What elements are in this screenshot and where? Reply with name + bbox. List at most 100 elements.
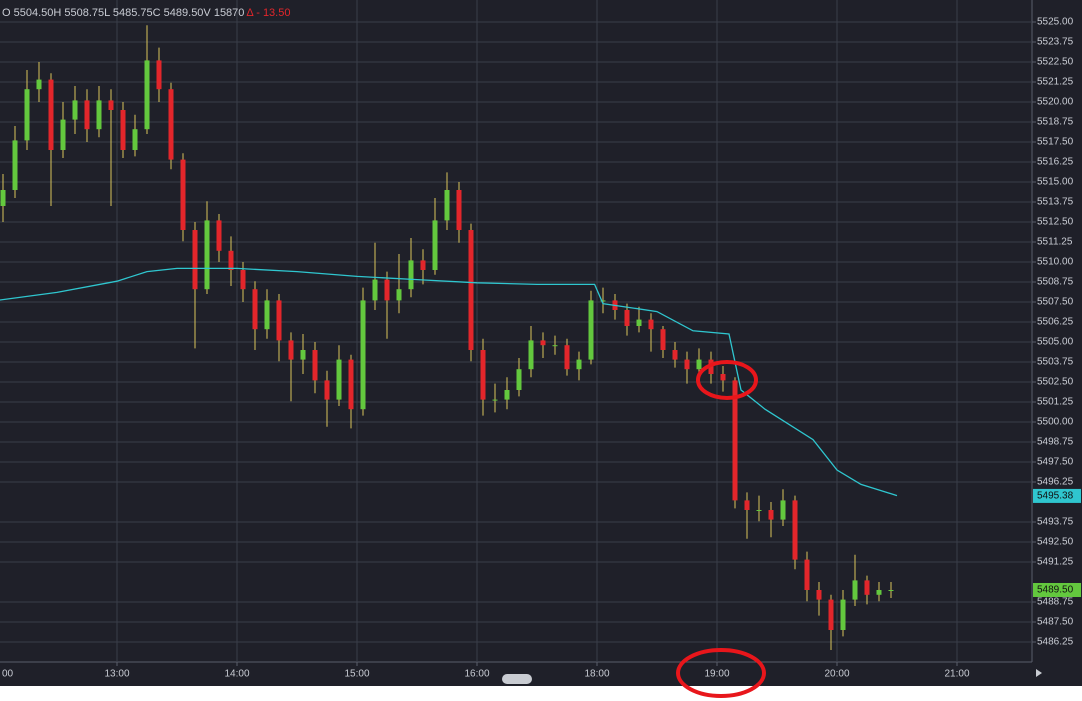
candle-body	[360, 300, 366, 410]
candle-body	[228, 250, 234, 270]
y-tick-label: 5488.75	[1037, 597, 1074, 608]
candle-body	[744, 500, 750, 510]
y-tick-label: 5508.75	[1037, 277, 1074, 288]
candle-body	[732, 380, 738, 501]
y-tick-label: 5516.25	[1037, 157, 1074, 168]
vwap-price-tag	[1033, 488, 1081, 503]
y-tick-label: 5522.50	[1037, 57, 1074, 68]
y-tick-label: 5511.25	[1037, 237, 1073, 248]
vwap-price-tag-label: 5495.38	[1037, 491, 1074, 502]
x-tick-label: 15:00	[344, 669, 369, 680]
candle-body	[348, 359, 354, 410]
candle-body	[588, 300, 594, 360]
candle-body	[12, 140, 18, 190]
y-tick-label: 5510.00	[1037, 257, 1074, 268]
y-tick-label: 5498.75	[1037, 437, 1074, 448]
annotation-circle	[696, 360, 758, 400]
x-tick-label: 21:00	[944, 669, 969, 680]
y-tick-label: 5500.00	[1037, 417, 1074, 428]
candle-body	[204, 220, 210, 290]
candle-body	[540, 340, 546, 346]
candle-body	[888, 590, 894, 591]
last-price-tag-label: 5489.50	[1037, 585, 1074, 596]
candle-body	[864, 580, 870, 595]
candle-body	[720, 374, 726, 381]
x-tick-label: 13:00	[104, 669, 129, 680]
candle-body	[792, 500, 798, 560]
candle-body	[468, 230, 474, 350]
candle-body	[72, 100, 78, 120]
x-tick-label: 00	[2, 669, 14, 680]
candle-body	[444, 190, 450, 221]
candle-body	[408, 260, 414, 290]
candle-body	[312, 350, 318, 381]
candle-body	[684, 359, 690, 370]
y-tick-label: 5486.25	[1037, 637, 1074, 648]
candle-body	[192, 230, 198, 290]
y-tick-label: 5491.25	[1037, 557, 1074, 568]
y-tick-label: 5492.50	[1037, 537, 1074, 548]
change-header: Δ - 13.50	[246, 7, 290, 19]
y-tick-label: 5515.00	[1037, 177, 1074, 188]
candle-body	[264, 300, 270, 330]
candle-body	[156, 60, 162, 90]
plot-area	[0, 0, 1032, 662]
scrollbar-handle[interactable]	[502, 674, 532, 684]
y-tick-label: 5521.25	[1037, 77, 1074, 88]
candle-body	[660, 329, 666, 350]
candle-body	[132, 129, 138, 150]
y-tick-label: 5506.25	[1037, 317, 1074, 328]
y-tick-label: 5503.75	[1037, 357, 1074, 368]
candle-body	[528, 340, 534, 370]
candle-body	[876, 590, 882, 595]
candle-body	[804, 559, 810, 590]
candle-body	[480, 350, 486, 400]
candle-body	[84, 100, 90, 130]
x-tick-label: 19:00	[704, 669, 729, 680]
candle-body	[852, 580, 858, 600]
candle-body	[216, 220, 222, 251]
candle-body	[336, 359, 342, 400]
candle-body	[24, 89, 30, 141]
candle-body	[36, 79, 42, 90]
candle-body	[636, 319, 642, 326]
candle-body	[828, 599, 834, 630]
candle-body	[840, 599, 846, 630]
ohlcv-header: O 5504.50H 5508.75L 5485.75C 5489.50V 15…	[2, 7, 244, 19]
y-tick-label: 5507.50	[1037, 297, 1074, 308]
candle-body	[516, 369, 522, 390]
candle-body	[624, 310, 630, 326]
y-tick-label: 5520.00	[1037, 97, 1074, 108]
y-tick-label: 5525.00	[1037, 17, 1074, 28]
y-tick-label: 5517.50	[1037, 137, 1074, 148]
x-tick-label: 14:00	[224, 669, 249, 680]
candle-body	[564, 345, 570, 370]
candle-body	[48, 79, 54, 150]
candle-body	[600, 300, 606, 302]
y-tick-label: 5487.50	[1037, 617, 1074, 628]
candle-body	[0, 190, 6, 206]
candle-body	[456, 190, 462, 230]
scroll-right-arrow[interactable]	[1036, 669, 1042, 677]
candle-body	[168, 89, 174, 160]
candle-body	[108, 100, 114, 110]
last-price-tag	[1033, 583, 1081, 597]
bottom-strip	[0, 686, 1082, 701]
x-tick-label: 16:00	[464, 669, 489, 680]
y-tick-label: 5502.50	[1037, 377, 1074, 388]
candle-body	[240, 270, 246, 290]
candle-body	[252, 289, 258, 330]
y-tick-label: 5501.25	[1037, 397, 1074, 408]
candle-body	[60, 119, 66, 150]
candle-body	[432, 220, 438, 270]
candle-body	[180, 159, 186, 230]
candle-body	[768, 510, 774, 520]
vwap-line	[0, 267, 898, 497]
candle-body	[96, 100, 102, 130]
y-tick-label: 5518.75	[1037, 117, 1074, 128]
y-tick-label: 5513.75	[1037, 197, 1074, 208]
y-tick-label: 5496.25	[1037, 477, 1074, 488]
candle-body	[492, 399, 498, 401]
candle-body	[384, 279, 390, 301]
